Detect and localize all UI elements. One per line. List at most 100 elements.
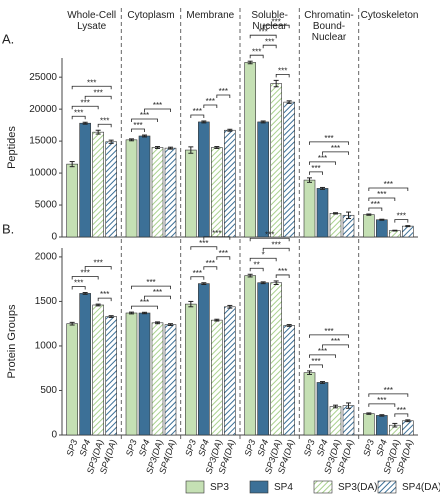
significance-label: *** — [311, 164, 320, 173]
significance-bracket — [190, 246, 218, 250]
error-bar — [366, 412, 372, 415]
bar — [66, 163, 78, 238]
significance-label: *** — [258, 27, 267, 36]
significance-label: *** — [133, 121, 142, 130]
significance-bracket — [368, 403, 396, 407]
panel-label: B. — [2, 221, 14, 236]
error-bar — [201, 120, 207, 124]
bar — [303, 372, 316, 436]
significance-label: *** — [193, 269, 202, 278]
significance-bracket — [322, 151, 349, 155]
significance-label: *** — [219, 249, 228, 258]
significance-label: *** — [331, 144, 340, 153]
significance-label: *** — [74, 108, 83, 117]
significance-label: *** — [80, 269, 89, 278]
bar — [257, 121, 269, 238]
error-bar — [142, 134, 147, 138]
significance-label: *** — [311, 357, 320, 366]
error-bar — [129, 311, 134, 315]
significance-bracket — [249, 34, 277, 39]
bar — [363, 413, 375, 436]
bar — [151, 147, 164, 238]
error-bar — [346, 211, 351, 219]
y-tick-label: 10000 — [29, 168, 57, 179]
significance-bracket — [144, 108, 171, 113]
bar — [185, 149, 197, 238]
bar — [211, 147, 223, 238]
significance-bracket — [249, 237, 290, 242]
significance-label: *** — [265, 37, 274, 46]
bar — [257, 282, 269, 436]
significance-label: *** — [219, 87, 228, 96]
significance-bracket — [368, 197, 396, 201]
significance-bracket — [203, 236, 231, 240]
error-bar — [333, 404, 338, 409]
legend-swatch — [313, 480, 333, 494]
significance-bracket — [97, 123, 112, 128]
error-bar — [155, 321, 160, 325]
error-bar — [188, 300, 194, 308]
bar — [105, 141, 117, 238]
error-bar — [320, 381, 325, 384]
significance-bracket — [190, 276, 205, 280]
bar — [316, 382, 329, 436]
bar — [244, 62, 256, 238]
bar — [138, 135, 151, 238]
significance-label: *** — [146, 278, 155, 287]
significance-bracket — [71, 286, 86, 290]
bar — [283, 325, 295, 436]
significance-label: *** — [100, 116, 109, 125]
error-bar — [260, 281, 266, 285]
significance-bracket — [309, 171, 323, 175]
significance-bracket — [309, 161, 336, 165]
significance-bracket — [144, 295, 171, 300]
significance-bracket — [275, 274, 290, 278]
significance-label: *** — [318, 154, 327, 163]
y-tick-label: 2000 — [35, 252, 58, 263]
significance-bracket — [368, 393, 409, 397]
bar — [244, 275, 256, 436]
significance-bracket — [249, 54, 264, 59]
significance-label: *** — [384, 180, 393, 189]
significance-bracket — [309, 354, 336, 358]
group-label: Membrane — [186, 10, 235, 21]
bar — [376, 415, 388, 436]
error-bar — [333, 212, 338, 215]
panel-label: A. — [2, 31, 14, 46]
error-bar — [214, 318, 220, 322]
significance-label: *** — [100, 290, 109, 299]
significance-label: *** — [265, 230, 274, 239]
bar — [125, 139, 138, 238]
bar — [316, 188, 329, 238]
error-bar — [392, 422, 398, 428]
significance-label: *** — [93, 259, 102, 268]
significance-bracket — [216, 256, 231, 260]
significance-label: *** — [80, 98, 89, 107]
legend-label: SP3(DA) — [338, 482, 377, 493]
bar — [270, 282, 282, 436]
bar — [270, 83, 282, 238]
error-bar — [366, 213, 372, 216]
significance-label: *** — [199, 239, 208, 248]
significance-label: *** — [324, 327, 333, 336]
error-bar — [142, 311, 147, 315]
significance-label: *** — [153, 288, 162, 297]
significance-bracket — [216, 94, 231, 98]
bar — [329, 213, 342, 238]
significance-label: *** — [278, 267, 287, 276]
significance-label: *** — [271, 240, 280, 249]
significance-bracket — [309, 364, 323, 368]
significance-label: *** — [252, 47, 261, 56]
y-tick-label: 25000 — [29, 72, 57, 83]
error-bar — [247, 273, 253, 278]
bar — [66, 323, 78, 436]
bar — [125, 312, 138, 436]
legend-label: SP4(DA) — [402, 482, 440, 493]
bar — [92, 304, 104, 436]
error-bar — [95, 303, 101, 307]
significance-label: ** — [254, 260, 260, 269]
significance-label: *** — [93, 88, 102, 97]
y-tick-label: 1500 — [35, 296, 58, 307]
